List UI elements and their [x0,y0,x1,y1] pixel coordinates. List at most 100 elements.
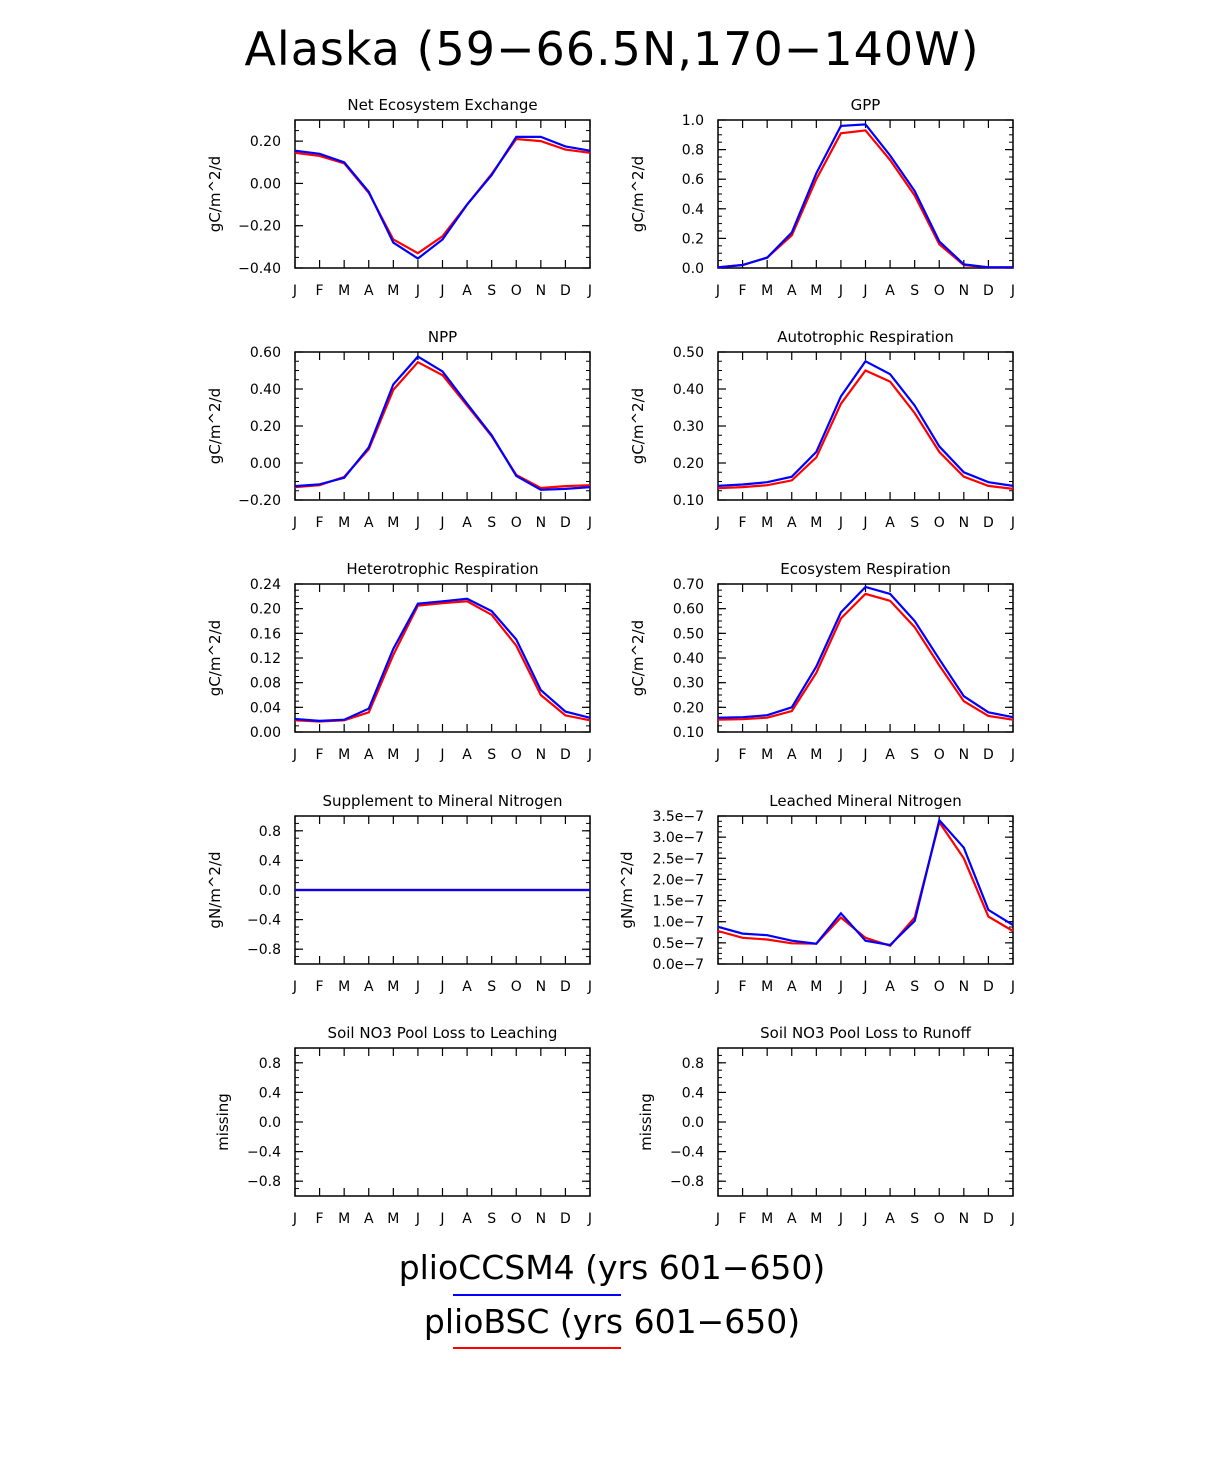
y-axis-label: gN/m^2/d [618,851,636,928]
y-axis-label: gC/m^2/d [206,620,224,696]
x-tick-label: A [885,283,895,299]
y-tick-label: 0.40 [673,651,704,667]
chart-title: Net Ecosystem Exchange [347,96,537,114]
x-tick-label: A [462,515,472,531]
y-tick-label: −0.4 [247,913,281,929]
x-tick-label: A [364,1211,374,1227]
x-tick-label: J [1010,1211,1015,1227]
plot-frame [294,1047,591,1197]
x-tick-label: A [364,747,374,763]
y-tick-label: 0.20 [673,700,704,716]
y-tick-label: 0.00 [250,176,281,192]
x-tick-label: N [536,747,546,763]
x-tick-label: A [462,1211,472,1227]
x-tick-label: J [862,515,867,531]
x-tick-label: M [761,979,773,995]
chart-title: Supplement to Mineral Nitrogen [323,792,563,810]
x-tick-label: S [487,979,496,995]
x-tick-label: J [587,979,592,995]
x-tick-label: J [587,1211,592,1227]
x-tick-label: O [511,747,522,763]
x-tick-label: M [761,1211,773,1227]
series-line-pliobsc [294,360,591,490]
y-tick-label: 3.0e−7 [652,830,704,846]
y-tick-label: −0.8 [670,1174,704,1190]
y-tick-label: 0.8 [259,824,281,840]
y-tick-label: 0.0 [259,1115,281,1131]
x-tick-label: F [739,283,747,299]
x-tick-label: J [1010,747,1015,763]
series-line-plioccsm4 [717,359,1014,487]
x-tick-label: N [536,979,546,995]
y-tick-label: 0.0 [259,883,281,899]
x-tick-label: F [739,515,747,531]
y-tick-label: 0.5e−7 [652,936,704,952]
y-axis-label: gC/m^2/d [206,388,224,464]
x-tick-label: N [536,515,546,531]
y-tick-label: 0.0 [682,261,704,277]
x-tick-label: M [338,515,350,531]
x-tick-label: J [439,979,444,995]
x-tick-label: J [862,1211,867,1227]
x-tick-label: J [715,515,720,531]
x-tick-label: J [439,283,444,299]
y-axis-label: gC/m^2/d [629,620,647,696]
chart-title: Ecosystem Respiration [780,560,950,578]
y-tick-label: 0.10 [673,493,704,509]
y-tick-label: 0.20 [250,134,281,150]
y-tick-label: −0.40 [238,261,281,277]
series-line-plioccsm4 [717,123,1013,269]
series-line-pliobsc [717,369,1014,490]
x-tick-label: J [415,979,420,995]
x-tick-label: J [862,747,867,763]
x-tick-label: J [838,747,843,763]
y-tick-label: 0.8 [682,143,704,159]
y-tick-label: 0.50 [673,345,704,361]
legend-line-plioccsm4 [453,1294,621,1296]
legend-line-pliobsc [453,1347,621,1349]
chart-title: Soil NO3 Pool Loss to Runoff [760,1024,971,1042]
y-tick-label: 0.40 [673,382,704,398]
x-tick-label: N [959,979,969,995]
chart-title: NPP [428,328,457,346]
x-tick-label: N [959,515,969,531]
y-tick-label: 0.6 [682,172,704,188]
series-line-pliobsc [717,819,1014,948]
x-tick-label: J [715,747,720,763]
x-tick-label: A [787,1211,797,1227]
x-tick-label: M [387,515,399,531]
x-tick-label: F [739,979,747,995]
x-tick-label: S [910,283,919,299]
x-tick-label: J [715,283,720,299]
x-tick-label: M [387,1211,399,1227]
x-tick-label: J [292,1211,297,1227]
y-tick-label: 0.00 [250,456,281,472]
x-tick-label: D [983,515,994,531]
x-tick-label: M [810,747,822,763]
x-tick-label: O [934,747,945,763]
y-tick-label: 0.00 [250,725,281,741]
x-tick-label: M [761,515,773,531]
y-tick-label: 1.0e−7 [652,915,704,931]
x-tick-label: J [415,515,420,531]
x-tick-label: J [587,283,592,299]
x-tick-label: N [959,1211,969,1227]
x-tick-label: D [560,283,571,299]
x-tick-label: O [511,283,522,299]
x-tick-label: A [885,747,895,763]
y-tick-label: 0.30 [673,676,704,692]
x-tick-label: D [983,1211,994,1227]
x-tick-label: F [316,747,324,763]
x-tick-label: M [387,979,399,995]
x-tick-label: D [560,515,571,531]
x-tick-label: J [838,1211,843,1227]
x-tick-label: J [439,515,444,531]
x-tick-label: J [1010,979,1015,995]
x-tick-label: M [387,283,399,299]
